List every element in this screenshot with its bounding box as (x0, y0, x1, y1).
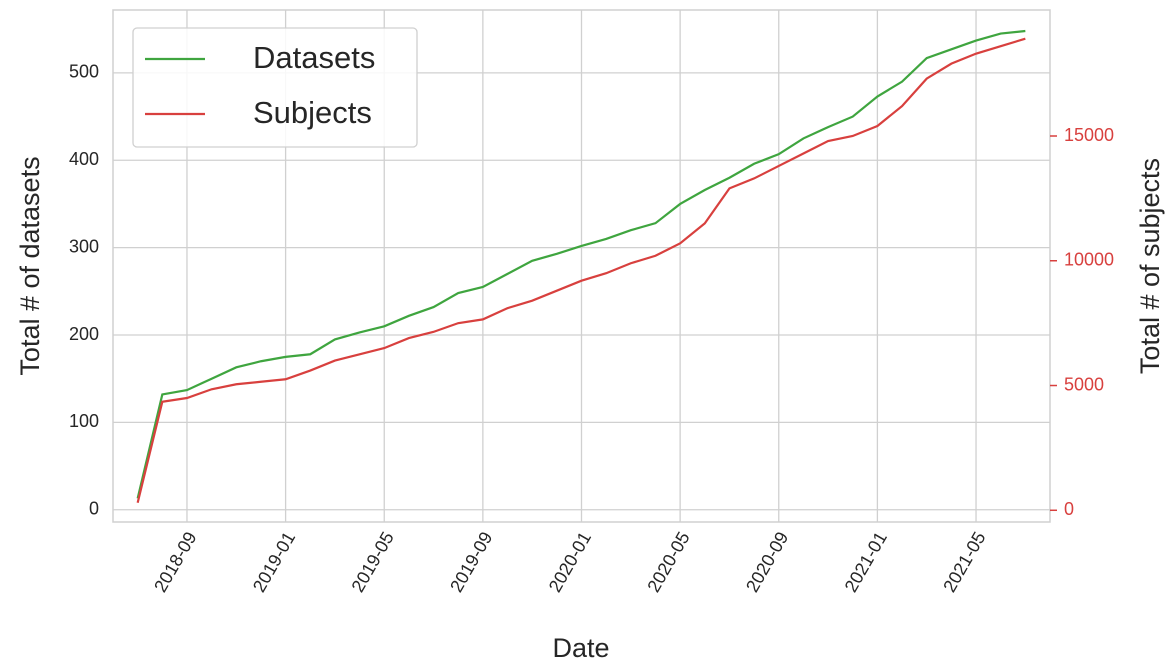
y2-tick-label: 10000 (1064, 250, 1114, 270)
y-tick-label: 400 (69, 149, 99, 169)
y-axis-label: Total # of datasets (15, 156, 45, 375)
y-tick-label: 300 (69, 236, 99, 256)
x-axis-label: Date (552, 633, 609, 663)
y-tick-label: 0 (89, 499, 99, 519)
x-tick-label: 2020-05 (643, 528, 693, 595)
legend-label: Datasets (253, 40, 375, 75)
x-tick-label: 2021-01 (841, 528, 891, 595)
y2-axis-label: Total # of subjects (1135, 158, 1165, 374)
x-tick-label: 2020-01 (545, 528, 595, 595)
y2-tick-label: 5000 (1064, 374, 1104, 394)
x-tick-label: 2020-09 (742, 528, 792, 595)
x-tick-label: 2019-01 (249, 528, 299, 595)
x-tick-label: 2019-05 (347, 528, 397, 595)
y-tick-label: 100 (69, 411, 99, 431)
x-tick-label: 2021-05 (939, 528, 989, 595)
y-tick-label: 500 (69, 62, 99, 82)
y2-tick-label: 0 (1064, 499, 1074, 519)
legend-label: Subjects (253, 95, 372, 130)
x-tick-label: 2019-09 (446, 528, 496, 595)
legend-box (132, 27, 418, 148)
data-line (136, 37, 1026, 504)
y-tick-label: 200 (69, 324, 99, 344)
data-line (136, 29, 1026, 499)
y2-tick-label: 15000 (1064, 125, 1114, 145)
x-tick-label: 2018-09 (150, 528, 200, 595)
